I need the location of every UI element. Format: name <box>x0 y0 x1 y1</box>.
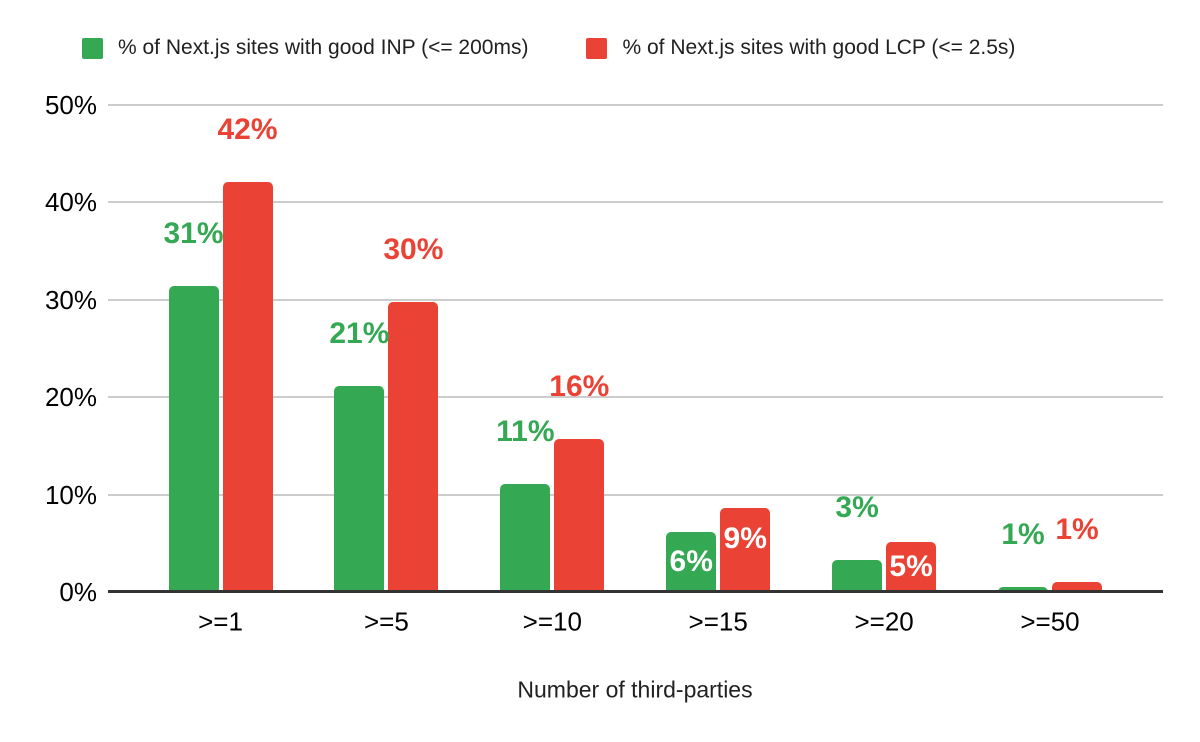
bar-value-label: 21% <box>329 317 390 350</box>
legend-item-lcp: % of Next.js sites with good LCP (<= 2.5… <box>586 36 1015 60</box>
bar-value-label: 31% <box>163 217 224 250</box>
bar-value-label: 16% <box>549 370 610 403</box>
bar-value-label: 9% <box>723 522 767 555</box>
bar <box>998 587 1048 592</box>
gridline <box>108 493 1163 496</box>
y-tick-label: 20% <box>44 382 97 413</box>
legend-label-inp: % of Next.js sites with good INP (<= 200… <box>118 36 529 59</box>
legend-label-lcp: % of Next.js sites with good LCP (<= 2.5… <box>622 36 1016 59</box>
bar <box>388 302 439 592</box>
bar-value-label: 3% <box>835 491 879 524</box>
gridline <box>108 104 1163 106</box>
x-axis-baseline <box>108 590 1163 593</box>
bar-value-label: 5% <box>889 550 933 583</box>
y-tick-label: 10% <box>44 479 97 510</box>
bar <box>832 560 883 592</box>
x-tick-label: >=1 <box>198 606 243 637</box>
x-tick-label: >=10 <box>522 606 582 637</box>
gridline <box>108 396 1163 399</box>
legend-item-inp: % of Next.js sites with good INP (<= 200… <box>82 36 528 60</box>
bar-value-label: 6% <box>669 545 713 578</box>
x-tick-label: >=5 <box>363 606 409 637</box>
legend: % of Next.js sites with good INP (<= 200… <box>82 36 1015 60</box>
bar-value-label: 42% <box>217 113 278 146</box>
x-tick-label: >=20 <box>854 606 914 637</box>
y-tick-label: 0% <box>59 577 97 607</box>
bar-value-label: 1% <box>1001 518 1045 551</box>
bar <box>334 386 385 592</box>
bar <box>666 532 717 592</box>
y-tick-label: 50% <box>44 90 97 120</box>
bar <box>500 484 551 592</box>
x-tick-label: >=50 <box>1020 606 1080 637</box>
bar-value-label: 1% <box>1055 513 1099 546</box>
bar <box>886 542 937 592</box>
gridline <box>108 298 1163 301</box>
bar <box>554 439 605 592</box>
legend-swatch-inp-icon <box>82 37 103 59</box>
bar <box>720 508 771 592</box>
y-tick-label: 40% <box>44 187 97 218</box>
x-axis-title: Number of third-parties <box>517 676 753 703</box>
bar <box>222 182 273 592</box>
bar <box>168 286 219 592</box>
y-tick-label: 30% <box>44 284 97 315</box>
bar-value-label: 30% <box>383 233 444 266</box>
gridline <box>108 201 1163 204</box>
bar <box>1052 582 1102 592</box>
bar-value-label: 11% <box>496 415 555 448</box>
x-tick-label: >=15 <box>688 606 748 637</box>
legend-swatch-lcp-icon <box>586 37 608 59</box>
